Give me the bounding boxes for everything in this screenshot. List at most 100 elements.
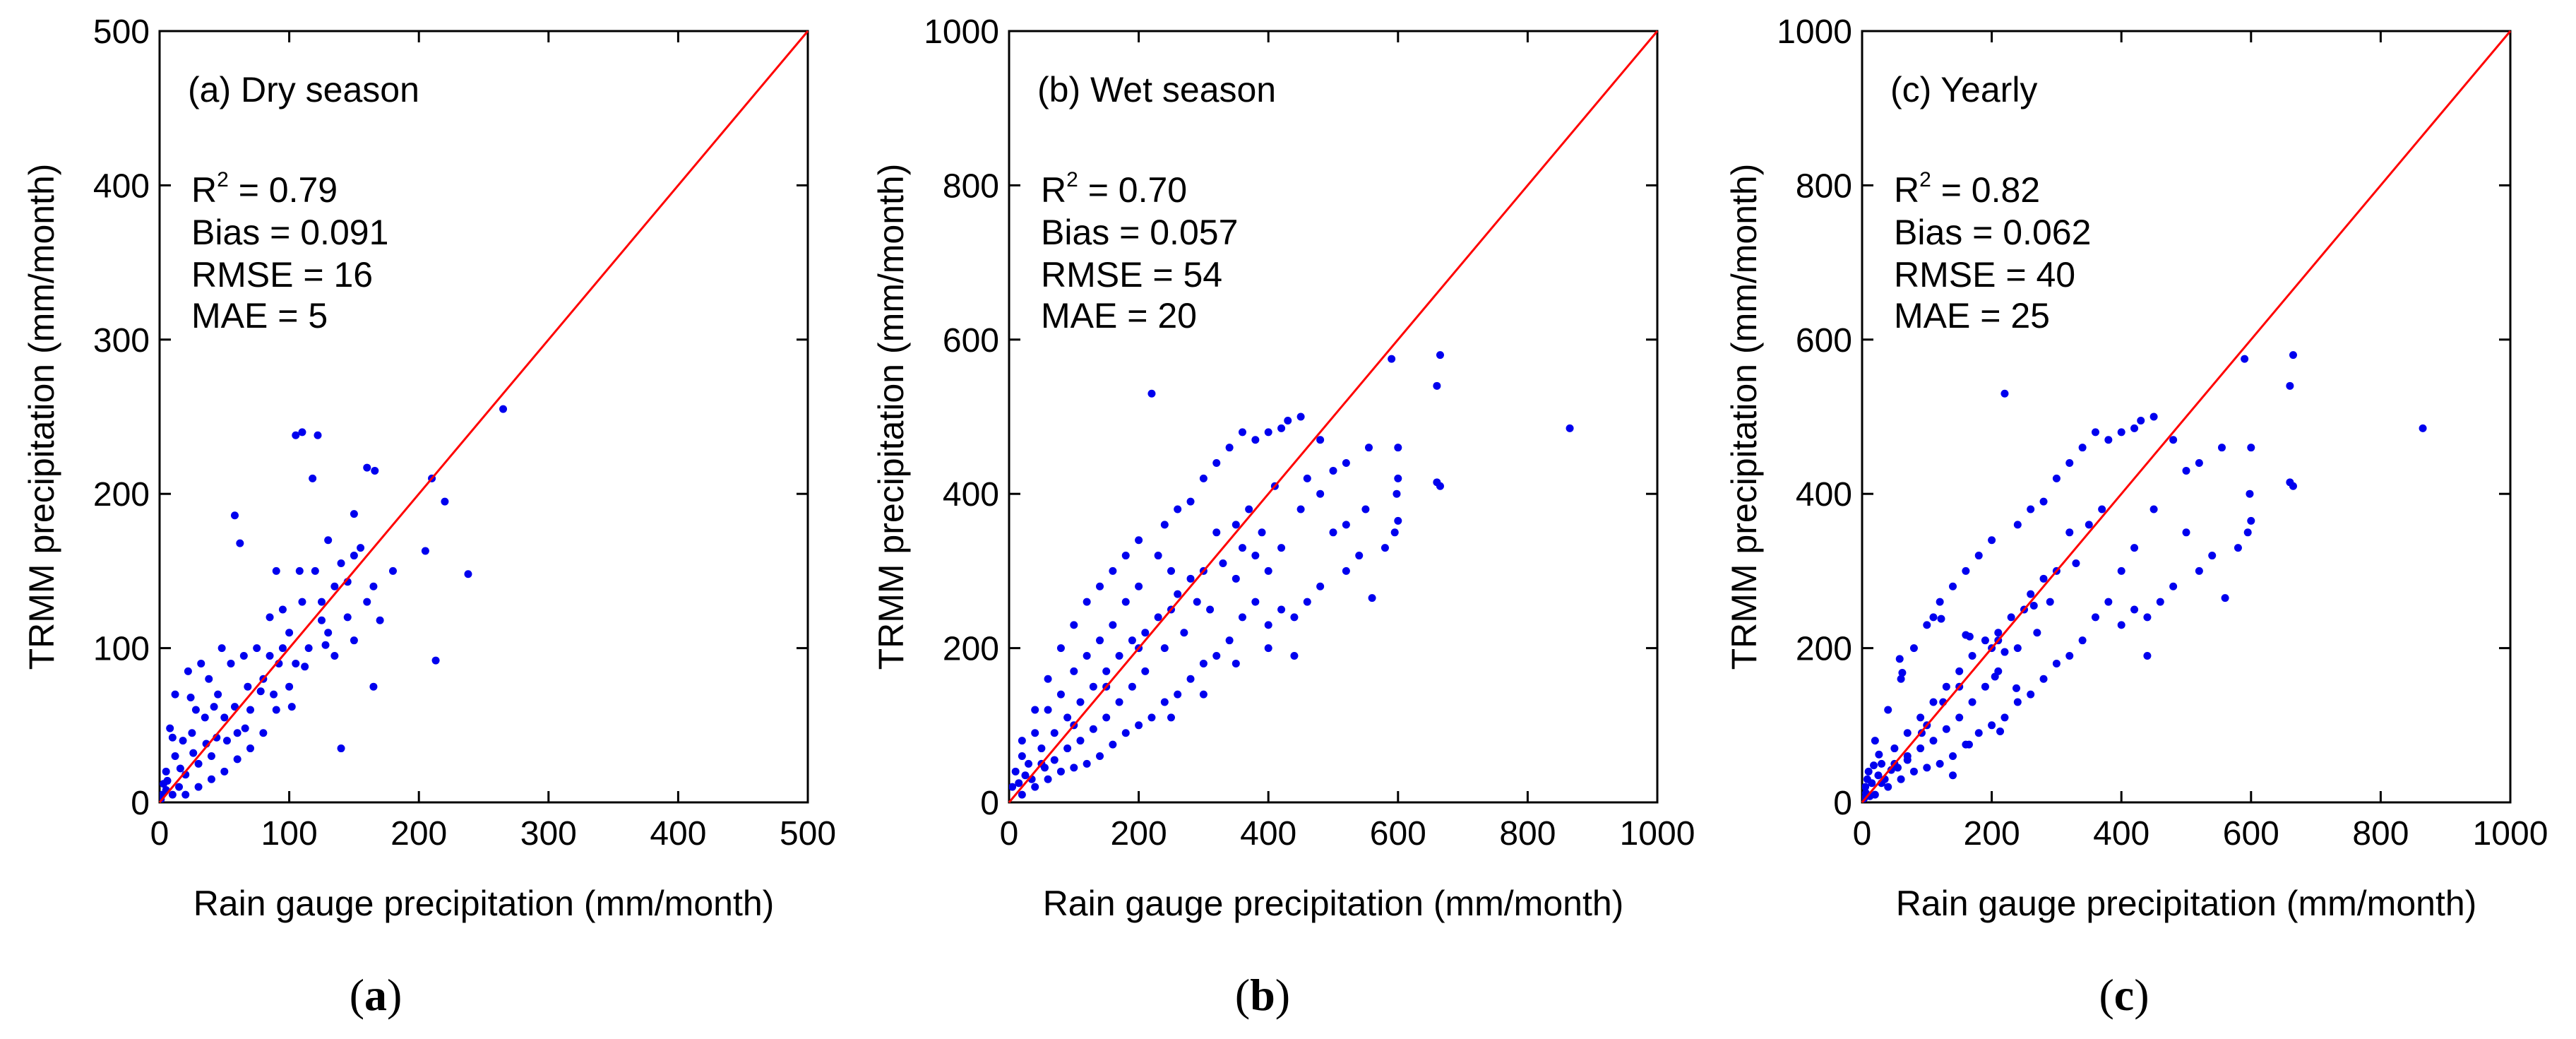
scatter-point [1897,675,1905,683]
scatter-point [1258,528,1266,537]
r-squared-exponent: 2 [1919,168,1931,191]
scatter-point [318,598,326,606]
scatter-point [1115,652,1123,660]
scatter-point [246,706,255,714]
x-tick-label: 0 [150,815,169,853]
x-tick-label: 200 [390,815,447,853]
scatter-point [1264,621,1272,629]
scatter-point [1887,766,1895,774]
scatter-point [1044,706,1052,714]
scatter-point [2241,355,2249,363]
scatter-point [1115,698,1123,706]
scatter-point [1025,759,1033,768]
scatter-point [1355,552,1364,560]
scatter-point [1141,629,1150,637]
scatter-point [2027,505,2035,513]
x-tick-label: 1000 [1620,815,1695,853]
scatter-point [1121,552,1130,560]
scatter-point [2000,389,2009,398]
scatter-point [2078,636,2087,645]
scatter-point [1342,459,1350,468]
scatter-point [1897,775,1905,783]
scatter-point [287,703,296,711]
scatter-point [2169,582,2178,590]
scatter-point [292,431,300,439]
scatter-point [1937,615,1945,623]
scatter-point [1390,528,1399,537]
scatter-point [330,582,339,590]
subfigure-letter: c [2114,970,2134,1020]
x-tick-label: 500 [780,815,836,853]
scatter-point [2098,505,2106,513]
scatter-point [1962,566,1970,575]
x-tick-label: 400 [1240,815,1296,853]
scatter-point [337,744,345,753]
scatter-point [1981,682,1989,691]
r-squared-stat: R2 = 0.79 [191,168,338,210]
x-tick-label: 1000 [2473,815,2548,853]
scatter-points [160,405,508,802]
scatter-point [1180,629,1188,637]
scatter-point [441,497,449,506]
scatter-point [1089,682,1097,691]
scatter-point [2130,605,2139,614]
scatter-point [2221,594,2229,602]
scatter-point [1063,744,1072,753]
x-tick-label: 0 [1000,815,1019,853]
scatter-point [1864,767,1873,776]
scatter-point [2419,424,2427,432]
scatter-point [2072,559,2080,567]
y-tick-label: 0 [1833,785,1852,822]
r-squared-stat: R2 = 0.70 [1041,168,1187,210]
scatter-point [175,783,184,791]
scatter-point [1167,566,1175,575]
scatter-points [1009,351,1574,799]
scatter-point [2149,505,2158,513]
bias-stat: Bias = 0.091 [191,213,388,252]
scatter-point [324,629,333,637]
scatter-point [1277,424,1286,432]
x-tick-label: 200 [1111,815,1167,853]
scatter-point [1923,621,1931,629]
scatter-point [2286,381,2294,390]
rmse-stat: RMSE = 16 [191,255,373,295]
r-squared-value: = 0.70 [1078,170,1187,210]
scatter-point [371,466,379,475]
scatter-point [220,713,229,722]
x-tick-label: 800 [1499,815,1556,853]
scatter-point [1923,764,1931,772]
scatter-point [191,706,200,714]
scatter-point [363,463,371,472]
scatter-point [239,652,248,660]
scatter-point [2247,444,2255,452]
scatter-point [1232,521,1240,529]
bias-stat: Bias = 0.062 [1894,213,2091,252]
scatter-point [1102,713,1111,722]
scatter-point [168,733,177,742]
scatter-point [266,652,274,660]
scatter-point [1015,779,1023,788]
scatter-point [2289,351,2297,360]
scatter-point [1018,737,1026,745]
scatter-point [1290,613,1299,622]
scatter-point [1238,428,1246,437]
scatter-point [1040,764,1049,772]
scatter-point [304,644,313,653]
scatter-point [1929,698,1938,706]
scatter-point [1174,590,1182,598]
y-axis-title: TRMM precipitation (mm/month) [1724,164,1764,670]
plot-frame [1008,30,1659,804]
scatter-point [2143,613,2152,622]
subfigure-close-paren: ) [387,970,402,1020]
scatter-point [1135,721,1143,730]
scatter-point [2013,521,2022,529]
scatter-point [278,605,287,614]
scatter-point [1044,775,1052,783]
scatter-point [1141,667,1150,675]
scatter-point [230,511,239,520]
scatter-point [217,644,226,653]
scatter-point [285,682,294,691]
one-to-one-line [1861,30,2512,803]
scatter-point [233,729,242,737]
scatter-point [222,737,231,745]
